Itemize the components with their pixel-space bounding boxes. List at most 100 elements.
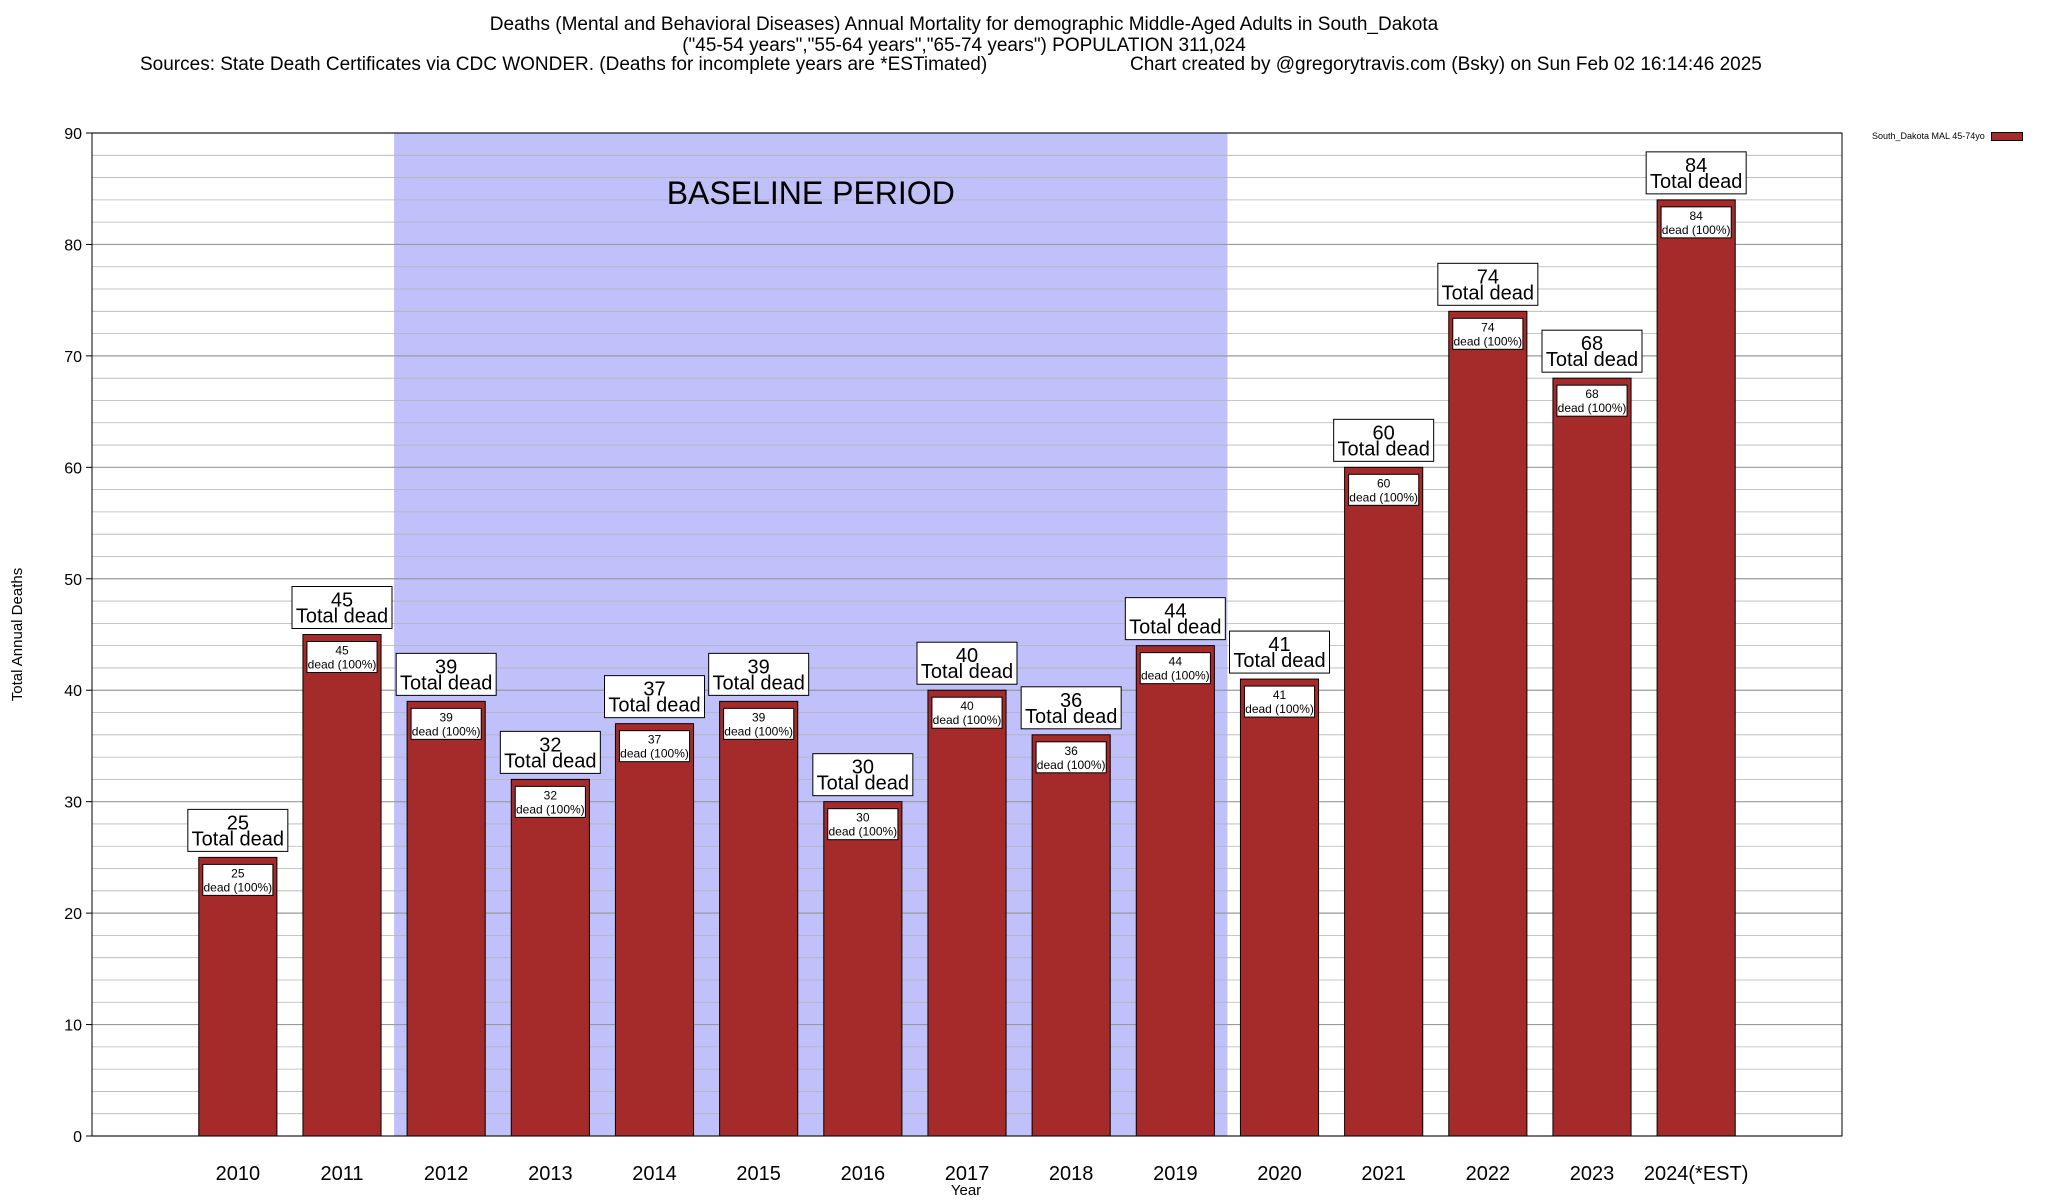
x-tick-label: 2015 [736,1163,781,1185]
bar-total-text: Total dead [504,750,596,772]
bar-total-label-box [708,652,810,696]
bar-inner-label-box [1556,384,1628,417]
bar-inner-value: 39 [439,710,453,724]
bar [927,689,1007,1137]
x-tick-label: 2018 [1049,1163,1094,1185]
x-tick-label: 2017 [945,1163,990,1185]
y-tick-label: 70 [64,349,82,366]
bar-total-text: Total dead [1233,650,1325,672]
bar-total-value: 32 [539,734,561,756]
bar-inner-text: dead (100%) [1245,702,1314,716]
bar-inner-text: dead (100%) [1453,334,1522,348]
bar-total-text: Total dead [921,661,1013,683]
bar-inner-text: dead (100%) [308,658,377,672]
bar-total-label-box [499,730,601,774]
chart-title-line2: ("45-54 years","55-64 years","65-74 year… [682,35,1246,56]
x-axis-label: Year [951,1182,981,1199]
bar [198,856,278,1137]
bar-total-value: 45 [331,590,353,612]
y-tick-label: 40 [64,683,82,700]
x-tick-label: 2012 [424,1163,469,1185]
x-tick-label: 2019 [1153,1163,1198,1185]
bar-total-label-box [395,652,497,696]
baseline-label: BASELINE PERIOD [667,175,955,211]
bar-inner-label-box [931,696,1003,729]
bar-total-value: 84 [1685,155,1707,177]
bar-inner-text: dead (100%) [1037,758,1106,772]
bar-inner-text: dead (100%) [828,825,897,839]
bar-inner-label-box [202,863,274,896]
bar-inner-label-box [1035,741,1107,774]
bar-total-label-box [1333,418,1435,462]
bar-total-value: 74 [1477,266,1499,288]
x-tick-label: 2021 [1361,1163,1406,1185]
chart-sources: Sources: State Death Certificates via CD… [140,54,988,75]
bar-inner-text: dead (100%) [1558,401,1627,415]
bar-total-value: 39 [748,656,770,678]
bar [406,700,486,1137]
bar-inner-value: 60 [1377,476,1391,490]
x-tick-label: 2024(*EST) [1644,1163,1749,1185]
legend-swatch [1990,131,2023,141]
bar-inner-text: dead (100%) [724,724,793,738]
bar-inner-label-box [514,785,586,818]
bar [1448,310,1528,1137]
bar-inner-label-box [306,641,378,673]
bar-inner-value: 36 [1064,744,1078,758]
bar [1344,466,1424,1137]
bar-inner-value: 68 [1585,387,1599,401]
bar-total-value: 39 [435,656,457,678]
bar [1135,645,1215,1137]
bar-inner-value: 40 [960,699,974,713]
x-tick-label: 2022 [1466,1163,1511,1185]
bar [614,723,695,1137]
y-axis-label: Total Annual Deaths [9,568,26,701]
legend: South_Dakota MAL 45-74yo [1872,131,2023,141]
bar-inner-value: 44 [1169,655,1183,669]
bar-total-value: 37 [643,679,665,701]
bar [302,634,382,1137]
bar-inner-text: dead (100%) [203,880,272,894]
bar-inner-text: dead (100%) [1349,490,1418,504]
bar-total-text: Total dead [192,828,284,850]
bar-inner-label-box [618,730,691,763]
bar [1239,678,1320,1137]
bar-inner-value: 30 [856,811,870,825]
bar-inner-value: 74 [1481,320,1495,334]
y-tick-label: 50 [64,572,82,589]
bar-total-text: Total dead [1650,171,1742,193]
bar-total-value: 60 [1373,422,1395,444]
bar-inner-text: dead (100%) [620,747,689,761]
bar-total-value: 68 [1581,333,1603,355]
bar-total-label-box [1541,329,1643,373]
x-tick-label: 2014 [632,1163,677,1185]
bar-total-value: 40 [956,645,978,667]
y-tick-label: 60 [64,460,82,477]
bar [823,801,903,1137]
bar-inner-value: 25 [231,866,245,880]
bar-total-label-box [916,641,1018,685]
chart-title-line1: Deaths (Mental and Behavioral Diseases) … [489,14,1439,35]
bar-inner-label-box [1348,473,1420,506]
y-tick-label: 10 [64,1018,82,1035]
chart-credit: Chart created by @gregorytravis.com (Bsk… [1130,54,1762,75]
bar-total-text: Total dead [1442,282,1534,304]
x-tick-label: 2010 [216,1163,261,1185]
bar-total-text: Total dead [1338,438,1430,460]
bar-total-text: Total dead [400,672,492,694]
bar-inner-text: dead (100%) [516,802,585,816]
bar-inner-label-box [410,707,482,740]
y-tick-label: 20 [64,906,82,923]
bar [510,778,590,1137]
y-tick-label: 30 [64,795,82,812]
bar-total-value: 30 [852,757,874,779]
bar-inner-value: 84 [1689,209,1703,223]
bar-inner-text: dead (100%) [1141,669,1210,683]
bar-total-label-box [291,586,393,629]
bar-total-label-box [1645,151,1747,195]
bar-inner-value: 45 [335,644,349,658]
bar-inner-value: 37 [648,733,662,747]
bar-inner-label-box [1139,652,1211,685]
bar-total-label-box [187,808,289,852]
